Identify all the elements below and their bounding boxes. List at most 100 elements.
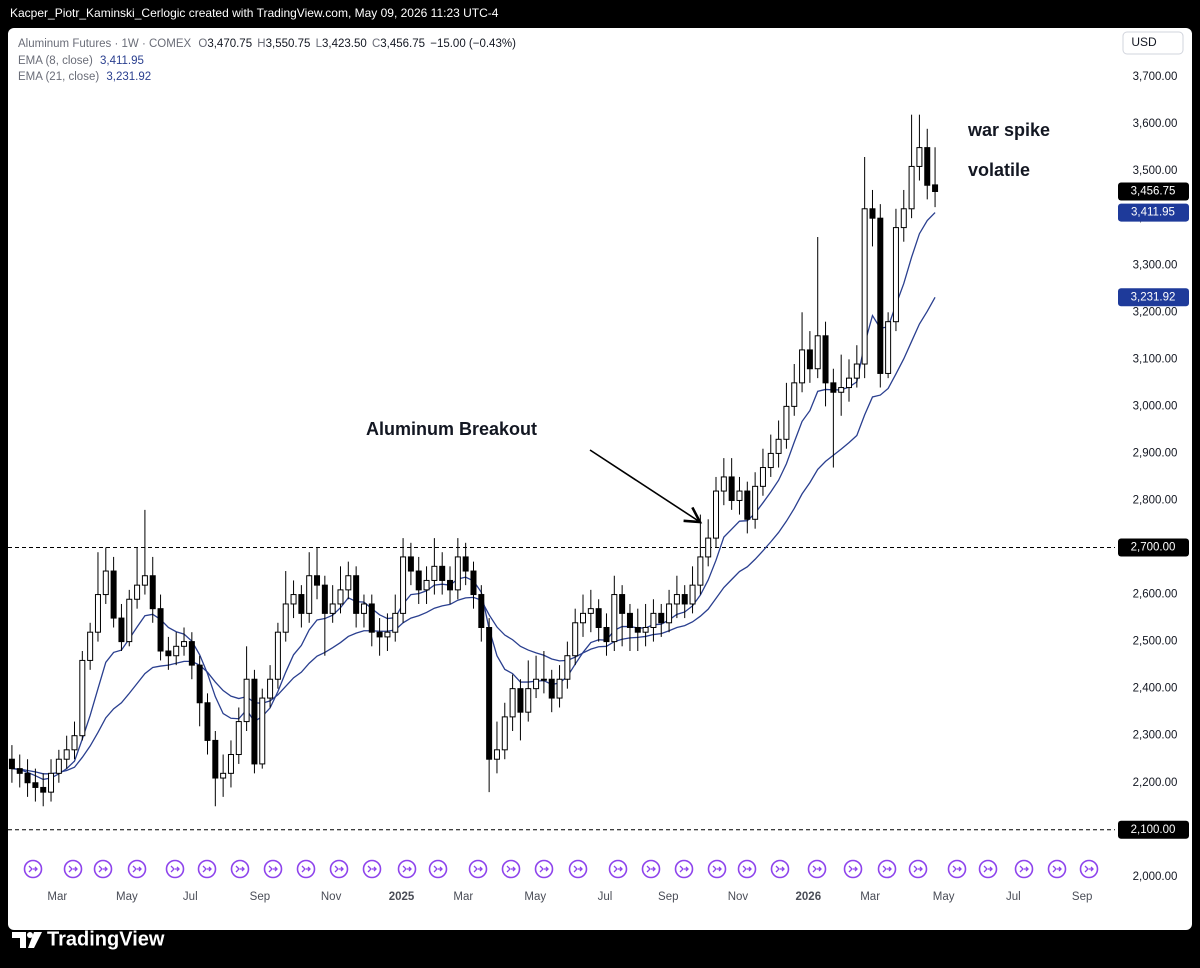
currency-box: [1122, 31, 1184, 55]
event-icon: [329, 859, 349, 879]
event-icon: [947, 859, 967, 879]
candle-body: [509, 688, 516, 718]
event-icon-arrow: [1052, 865, 1062, 873]
price-tag: [1118, 203, 1189, 222]
candle-body: [24, 772, 31, 784]
candle-body: [314, 575, 321, 586]
y-tick-label: 2,500.00: [1133, 636, 1178, 648]
candle-body: [877, 217, 884, 374]
candle-body: [447, 579, 454, 591]
candle-body: [759, 467, 766, 487]
x-tick-label: Mar: [453, 891, 473, 903]
candle-body: [736, 490, 743, 501]
y-tick-label: 3,500.00: [1133, 165, 1178, 177]
candle-body: [470, 570, 477, 596]
event-icon: [362, 859, 382, 879]
candle-body: [376, 631, 383, 638]
candle-body: [274, 631, 281, 680]
event-icon-arrow: [539, 865, 549, 873]
candle-body: [666, 603, 673, 624]
candle-body: [642, 626, 649, 633]
event-icon-arrow: [775, 865, 785, 873]
candle-body: [243, 678, 250, 723]
x-tick-label: Mar: [47, 891, 67, 903]
x-tick-label: Sep: [1072, 891, 1092, 903]
event-icon-arrow: [646, 865, 656, 873]
candle-body: [822, 335, 829, 384]
candle-body: [838, 387, 845, 393]
candle-body: [110, 570, 117, 619]
candle-body: [392, 612, 399, 633]
candle-body: [141, 575, 148, 586]
candle-body: [16, 768, 23, 774]
candle-body: [752, 485, 759, 520]
event-icon: [263, 859, 283, 879]
candle-body: [8, 758, 15, 770]
event-icon: [674, 859, 694, 879]
candle-body: [431, 565, 438, 581]
candle-body: [462, 556, 469, 572]
candle-body: [556, 678, 563, 699]
event-icon-arrow: [235, 865, 245, 873]
legend-series-name: EMA (8, close): [18, 55, 93, 67]
x-tick-label: May: [116, 891, 138, 903]
event-icon: [230, 859, 250, 879]
legend-ema: EMA (21, close) 3,231.92: [18, 71, 151, 83]
event-icon: [501, 859, 521, 879]
candle-body: [486, 626, 493, 760]
candle-body: [611, 594, 618, 643]
brand: TradingView: [47, 928, 165, 950]
event-icon: [197, 859, 217, 879]
candle-body: [501, 716, 508, 751]
candle-body: [564, 655, 571, 680]
event-icon: [397, 859, 417, 879]
candle-body: [783, 405, 790, 440]
price-tag-label: 3,456.75: [1131, 186, 1176, 198]
candle-body: [87, 631, 94, 661]
candle-body: [157, 608, 164, 652]
candle-body: [384, 631, 391, 638]
legend-low-label: L: [316, 38, 323, 50]
candle-body: [814, 335, 821, 370]
event-icon-arrow: [1084, 865, 1094, 873]
candle-body: [846, 377, 853, 389]
event-icon-arrow: [28, 865, 38, 873]
annotation: war spike: [967, 120, 1050, 140]
legend-ema: EMA (8, close) 3,411.95: [18, 55, 144, 67]
legend-low: 3,423.50: [322, 38, 367, 50]
x-tick-label: 2026: [796, 891, 822, 903]
candle-body: [548, 678, 555, 699]
candle-body: [298, 594, 305, 614]
candle-body: [916, 147, 923, 167]
event-icon-arrow: [473, 865, 483, 873]
event-icon-arrow: [506, 865, 516, 873]
candle-body: [681, 594, 688, 605]
candle-body: [290, 594, 297, 605]
candle-body: [775, 438, 782, 454]
legend-open: 3,470.75: [207, 38, 252, 50]
x-tick-label: Sep: [250, 891, 270, 903]
legend-close: 3,456.75: [380, 38, 425, 50]
y-tick-label: 2,400.00: [1133, 683, 1178, 695]
event-icon: [608, 859, 628, 879]
event-icon: [1014, 859, 1034, 879]
event-icon-arrow: [334, 865, 344, 873]
event-icon: [63, 859, 83, 879]
y-tick-label: 2,900.00: [1133, 447, 1178, 459]
y-tick-label: 3,300.00: [1133, 259, 1178, 271]
candle-body: [227, 754, 234, 774]
candle-body: [720, 476, 727, 492]
candle-body: [40, 786, 47, 793]
candle-body: [572, 622, 579, 657]
x-tick-label: Nov: [728, 891, 749, 903]
candle-body: [603, 626, 610, 643]
event-icon-arrow: [882, 865, 892, 873]
candle-body: [235, 721, 242, 756]
event-icon: [877, 859, 897, 879]
currency: USD: [1131, 35, 1157, 49]
candle-body: [478, 594, 485, 628]
event-icon: [843, 859, 863, 879]
candle-body: [63, 749, 70, 760]
event-icon: [737, 859, 757, 879]
candle-body: [94, 594, 101, 633]
